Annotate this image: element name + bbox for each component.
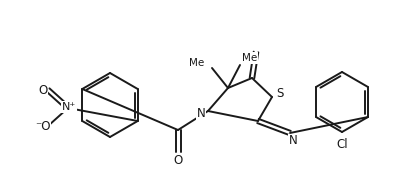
Text: N: N <box>289 134 297 148</box>
Text: Cl: Cl <box>336 138 348 151</box>
Text: N⁺: N⁺ <box>62 102 76 112</box>
Text: Me: Me <box>242 53 257 63</box>
Text: Me: Me <box>189 58 204 68</box>
Text: O: O <box>173 153 183 166</box>
Text: O: O <box>39 83 48 96</box>
Text: ⁻O: ⁻O <box>35 121 51 133</box>
Text: S: S <box>276 86 284 100</box>
Text: N: N <box>197 106 205 120</box>
